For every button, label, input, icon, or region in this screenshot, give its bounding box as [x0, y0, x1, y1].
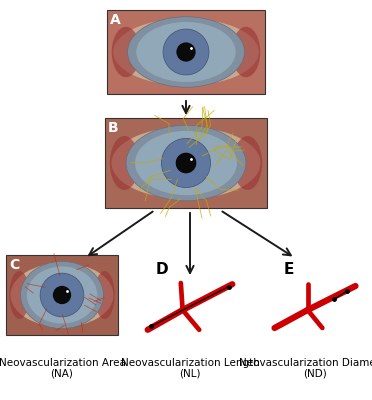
Ellipse shape	[112, 27, 140, 77]
Ellipse shape	[40, 273, 84, 317]
Ellipse shape	[135, 131, 237, 195]
Ellipse shape	[94, 271, 115, 319]
Text: C: C	[9, 258, 19, 272]
Ellipse shape	[112, 127, 260, 199]
Circle shape	[176, 42, 196, 62]
Bar	[107, 10, 265, 94]
Ellipse shape	[161, 138, 211, 188]
Text: A: A	[110, 13, 121, 27]
Ellipse shape	[126, 125, 246, 201]
Text: (ND): (ND)	[303, 369, 327, 379]
Text: D: D	[156, 262, 169, 277]
Text: B: B	[108, 121, 119, 135]
Ellipse shape	[128, 17, 244, 87]
Text: E: E	[284, 262, 294, 277]
Ellipse shape	[10, 263, 113, 327]
Ellipse shape	[136, 22, 236, 82]
Ellipse shape	[163, 29, 209, 75]
Text: (NA): (NA)	[51, 369, 73, 379]
Ellipse shape	[232, 27, 260, 77]
Circle shape	[176, 153, 196, 173]
Ellipse shape	[233, 136, 262, 190]
Circle shape	[53, 286, 71, 304]
Ellipse shape	[20, 262, 103, 329]
Bar	[105, 118, 267, 208]
Text: Neovascularization Length: Neovascularization Length	[121, 358, 259, 368]
Text: (NL): (NL)	[179, 369, 201, 379]
Ellipse shape	[113, 18, 259, 86]
Bar	[6, 255, 118, 335]
Ellipse shape	[9, 271, 29, 319]
Text: Neovascularization Diameter: Neovascularization Diameter	[239, 358, 372, 368]
Ellipse shape	[110, 136, 139, 190]
Text: Neovascularization Area: Neovascularization Area	[0, 358, 125, 368]
Ellipse shape	[27, 266, 97, 324]
